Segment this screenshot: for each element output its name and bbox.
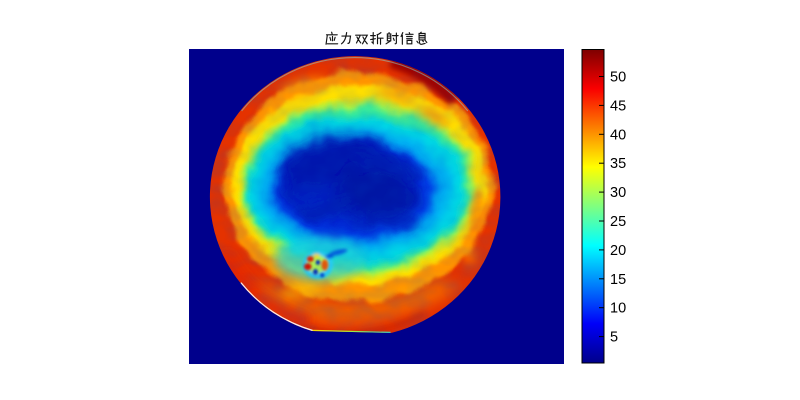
svg-text:50: 50 — [610, 70, 626, 86]
svg-text:30: 30 — [610, 185, 626, 201]
svg-text:35: 35 — [610, 156, 626, 172]
svg-text:15: 15 — [610, 272, 626, 288]
svg-text:5: 5 — [610, 330, 618, 346]
svg-text:20: 20 — [610, 243, 626, 259]
svg-text:10: 10 — [610, 301, 626, 317]
svg-text:40: 40 — [610, 127, 626, 143]
svg-text:25: 25 — [610, 214, 626, 230]
svg-text:45: 45 — [610, 98, 626, 114]
